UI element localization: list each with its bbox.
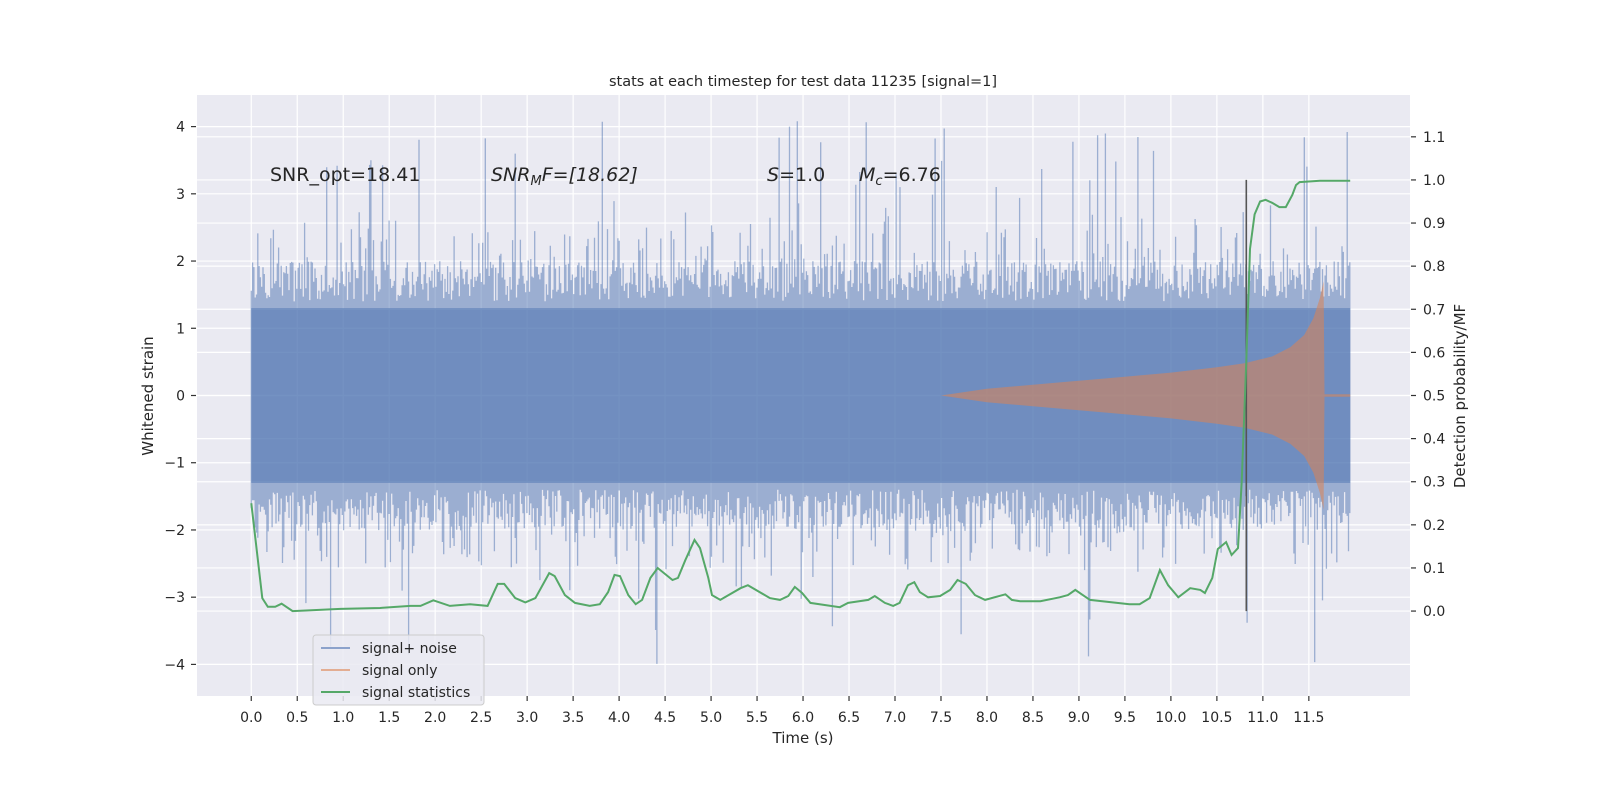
x-tick-label: 2.5 — [470, 710, 492, 726]
signal-only-series — [251, 281, 1351, 510]
y-axis-right-label: Detection probability/MF — [1451, 304, 1469, 488]
x-tick-label: 6.5 — [838, 710, 860, 726]
x-tick-label: 8.0 — [976, 710, 998, 726]
y-tick-label: 1 — [176, 321, 185, 337]
legend-label-signal: signal only — [362, 663, 437, 679]
x-tick-label: 9.0 — [1068, 710, 1090, 726]
y-right-tick-label: 0.5 — [1423, 389, 1445, 405]
annotation-mc: Mc=6.76 — [859, 164, 941, 189]
x-tick-label: 7.0 — [884, 710, 906, 726]
chart-title: stats at each timestep for test data 112… — [609, 74, 997, 90]
y-tick-label: 0 — [176, 389, 185, 405]
y-tick-label: −4 — [164, 657, 185, 673]
y-right-tick-label: 0.9 — [1423, 216, 1445, 232]
x-tick-label: 1.5 — [378, 710, 400, 726]
y-axis-ticks: 4 3 2 1 0 −1 −2 −3 −4 — [164, 120, 196, 673]
x-tick-label: 4.0 — [608, 710, 630, 726]
x-tick-label: 7.5 — [930, 710, 952, 726]
annotation-s: S=1.0 — [767, 164, 825, 186]
y-right-tick-label: 0.7 — [1423, 302, 1445, 318]
y-tick-label: 3 — [176, 187, 185, 203]
signal-statistics-series — [250, 179, 1351, 613]
y-right-tick-label: 1.1 — [1423, 130, 1445, 146]
y-right-tick-label: 0.4 — [1423, 432, 1445, 448]
x-tick-label: 5.5 — [746, 710, 768, 726]
y-tick-label: −2 — [164, 523, 185, 539]
y-tick-label: 2 — [176, 254, 185, 270]
y-tick-label: −1 — [164, 456, 185, 472]
x-tick-label: 3.0 — [516, 710, 538, 726]
annotation-snr-mf: SNRMF=[18.62] — [491, 164, 638, 189]
y-right-tick-label: 0.2 — [1423, 518, 1445, 534]
x-tick-label: 5.0 — [700, 710, 722, 726]
x-tick-label: 11.0 — [1247, 710, 1278, 726]
x-tick-label: 11.5 — [1293, 710, 1324, 726]
legend: signal+ noise signal only signal statist… — [312, 634, 485, 706]
x-tick-label: 6.0 — [792, 710, 814, 726]
legend-label-stats: signal statistics — [362, 685, 470, 701]
y-right-tick-label: 0.8 — [1423, 259, 1445, 275]
y-right-tick-label: 0.6 — [1423, 345, 1445, 361]
legend-label-noise: signal+ noise — [362, 641, 457, 657]
y-right-tick-label: 0.1 — [1423, 561, 1445, 577]
y-right-tick-label: 0.0 — [1423, 604, 1445, 620]
x-tick-label: 0.0 — [240, 710, 262, 726]
y-axis-label: Whitened strain — [139, 336, 157, 455]
y-right-tick-label: 0.3 — [1423, 475, 1445, 491]
x-tick-label: 8.5 — [1022, 710, 1044, 726]
x-axis-label: Time (s) — [772, 729, 834, 747]
x-tick-label: 1.0 — [332, 710, 354, 726]
x-tick-label: 4.5 — [654, 710, 676, 726]
x-axis-ticks: 0.0 0.5 1.0 1.5 2.0 2.5 3.0 3.5 4.0 4.5 5.0 5.5 6.0 6… — [240, 696, 1324, 726]
x-tick-label: 10.5 — [1201, 710, 1232, 726]
legend-box — [312, 634, 485, 706]
y-tick-label: −3 — [164, 590, 185, 606]
y-tick-label: 4 — [176, 120, 185, 136]
x-tick-label: 9.5 — [1114, 710, 1136, 726]
x-tick-label: 10.0 — [1155, 710, 1186, 726]
y-axis-right-ticks: 1.1 1.0 0.9 0.8 0.7 0.6 0.5 0.4 0.3 0.2 0.1 0.0 — [1411, 130, 1445, 620]
annotation-snr-opt: SNR_opt=18.41 — [270, 164, 420, 186]
x-tick-label: 3.5 — [562, 710, 584, 726]
y-right-tick-label: 1.0 — [1423, 173, 1445, 189]
x-tick-label: 0.5 — [286, 710, 308, 726]
x-tick-label: 2.0 — [424, 710, 446, 726]
